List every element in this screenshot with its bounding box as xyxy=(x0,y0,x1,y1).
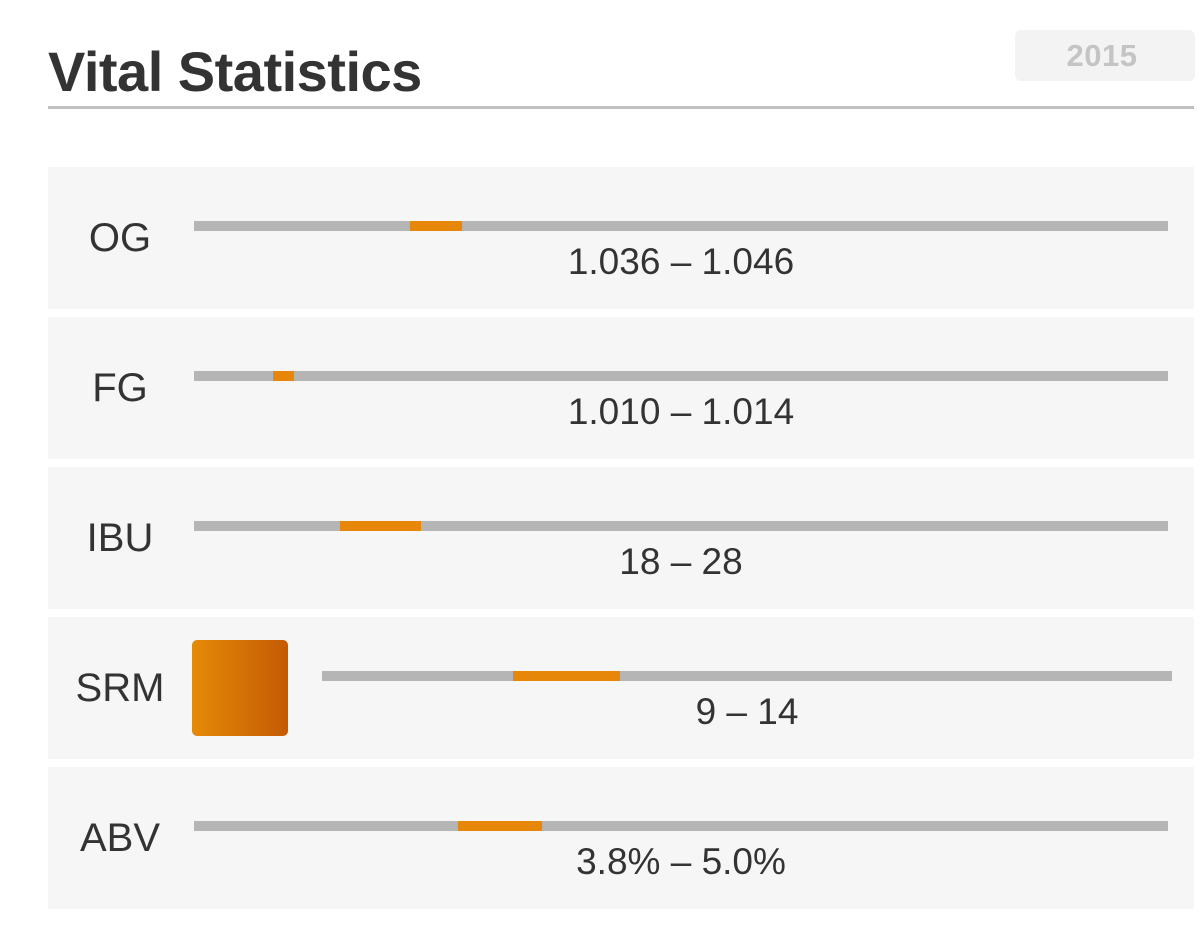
srm-color-swatch xyxy=(192,640,288,736)
stat-row-og: OG 1.036 – 1.046 xyxy=(48,167,1194,309)
ibu-range-fill xyxy=(340,521,421,531)
year-badge: 2015 xyxy=(1015,30,1195,81)
stat-label-fg: FG xyxy=(92,366,148,410)
srm-range-track xyxy=(322,671,1172,681)
abv-range-fill xyxy=(457,821,542,831)
fg-range-fill xyxy=(272,371,295,381)
abv-range-text: 3.8% – 5.0% xyxy=(576,841,786,882)
stat-row-abv: ABV 3.8% – 5.0% xyxy=(48,767,1194,909)
stat-label-ibu: IBU xyxy=(86,516,154,560)
srm-range-text: 9 – 14 xyxy=(695,691,799,732)
ibu-range-track xyxy=(194,521,1168,531)
stat-row-srm: SRM 9 – 14 xyxy=(48,617,1194,759)
stat-row-fg: FG 1.010 – 1.014 xyxy=(48,317,1194,459)
stat-label-abv: ABV xyxy=(79,816,161,860)
stat-label-og: OG xyxy=(88,216,152,260)
stat-label-srm: SRM xyxy=(75,666,165,710)
fg-range-text: 1.010 – 1.014 xyxy=(567,391,795,432)
fg-range-track xyxy=(194,371,1168,381)
ibu-range-text: 18 – 28 xyxy=(619,541,743,582)
stat-row-ibu: IBU 18 – 28 xyxy=(48,467,1194,609)
title-divider xyxy=(48,106,1194,109)
og-range-fill xyxy=(410,221,462,231)
abv-range-track xyxy=(194,821,1168,831)
srm-range-fill xyxy=(513,671,621,681)
page-title: Vital Statistics xyxy=(48,40,422,103)
og-range-track xyxy=(194,221,1168,231)
og-range-text: 1.036 – 1.046 xyxy=(567,241,795,282)
